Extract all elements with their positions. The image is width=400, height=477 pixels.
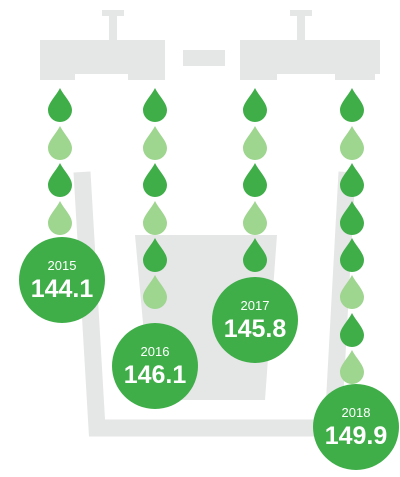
drop [340, 163, 364, 197]
drop [243, 163, 267, 197]
valve-stem [109, 14, 117, 42]
drop [340, 126, 364, 160]
year: 2016 [141, 344, 170, 359]
drop [48, 126, 72, 160]
valve-handle [290, 10, 312, 16]
year: 2015 [48, 258, 77, 273]
value: 144.1 [31, 275, 94, 303]
drop [243, 201, 267, 235]
drop [143, 126, 167, 160]
year: 2017 [241, 298, 270, 313]
drop [143, 163, 167, 197]
drop [340, 275, 364, 309]
drop [48, 163, 72, 197]
spout [335, 40, 375, 80]
spout [40, 40, 75, 80]
value: 145.8 [224, 315, 287, 343]
pipes [40, 10, 380, 400]
value: 146.1 [124, 361, 187, 389]
drop [143, 88, 167, 122]
pipe-gap [183, 50, 225, 66]
drop [243, 126, 267, 160]
drop [143, 201, 167, 235]
drops [48, 88, 364, 384]
drop [48, 201, 72, 235]
valve-stem [297, 14, 305, 42]
badge [212, 277, 298, 363]
drop [143, 238, 167, 272]
drop [340, 313, 364, 347]
valve-handle [102, 10, 124, 16]
drop [48, 88, 72, 122]
badge [112, 323, 198, 409]
drop [243, 238, 267, 272]
drop [340, 350, 364, 384]
drop [243, 88, 267, 122]
value: 149.9 [325, 422, 388, 450]
spout [128, 40, 165, 80]
badges: 2015 144.1 2016 146.1 2017 145.8 2018 149.9 [19, 237, 399, 470]
badge [19, 237, 105, 323]
drop [143, 275, 167, 309]
drop [340, 238, 364, 272]
badge [313, 384, 399, 470]
spout [240, 40, 277, 80]
drop [340, 201, 364, 235]
year: 2018 [342, 405, 371, 420]
drop [340, 88, 364, 122]
